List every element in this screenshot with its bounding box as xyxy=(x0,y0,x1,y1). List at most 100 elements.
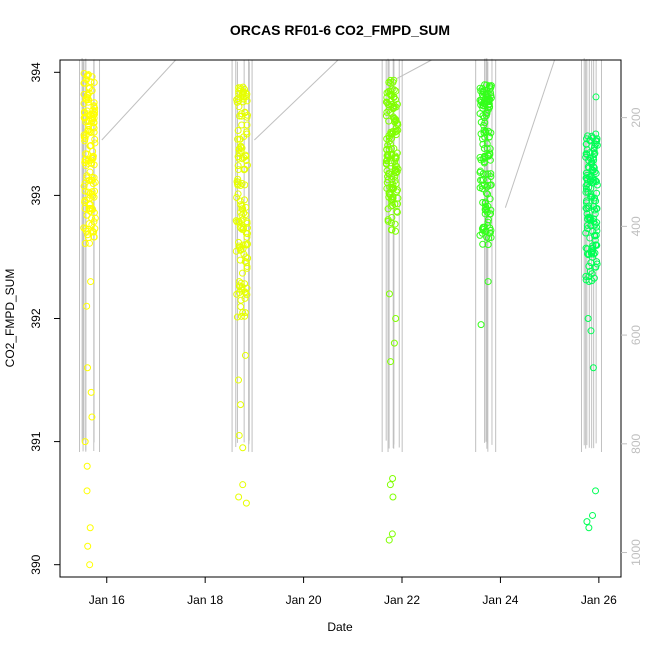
data-point xyxy=(83,462,91,470)
data-point xyxy=(388,213,396,221)
data-point xyxy=(387,130,395,138)
data-point xyxy=(593,260,601,268)
data-point xyxy=(484,181,492,189)
data-point xyxy=(383,146,391,154)
data-points xyxy=(80,70,601,569)
data-point xyxy=(243,113,251,121)
data-point xyxy=(388,100,396,108)
x-tick-label: Jan 22 xyxy=(384,593,420,607)
transit-line xyxy=(101,59,177,141)
data-point xyxy=(84,71,92,79)
y-tick-label: 394 xyxy=(29,62,43,82)
data-point xyxy=(482,128,490,136)
data-point xyxy=(387,76,395,84)
data-point xyxy=(584,315,592,322)
data-point xyxy=(241,211,249,219)
data-point xyxy=(234,162,242,170)
data-point xyxy=(383,184,391,192)
data-point xyxy=(81,179,89,187)
data-point xyxy=(85,125,93,133)
data-point xyxy=(242,499,250,507)
data-point xyxy=(391,118,399,126)
data-point xyxy=(86,524,94,532)
data-point xyxy=(481,100,489,108)
data-point xyxy=(480,126,488,134)
data-point xyxy=(382,157,390,165)
x-axis: Jan 16 Jan 18 Jan 20 Jan 22 Jan 24 Jan 26 xyxy=(89,577,617,607)
data-point xyxy=(480,114,488,122)
data-point xyxy=(83,72,91,80)
data-point xyxy=(479,223,487,231)
data-point xyxy=(235,145,243,153)
data-point xyxy=(235,431,243,439)
data-point xyxy=(385,290,393,298)
data-point xyxy=(477,176,485,184)
data-point xyxy=(233,313,241,321)
data-point xyxy=(386,79,394,87)
data-point xyxy=(88,73,96,81)
data-point xyxy=(240,165,248,173)
data-point xyxy=(393,208,401,216)
data-point xyxy=(584,188,592,196)
y-axis: 390 391 392 393 394 xyxy=(29,62,60,575)
data-point xyxy=(389,493,397,501)
data-point xyxy=(590,150,598,158)
data-point xyxy=(389,475,397,483)
data-point xyxy=(233,194,241,202)
data-point xyxy=(483,222,491,230)
data-point xyxy=(482,198,490,206)
data-point xyxy=(586,176,594,184)
data-point xyxy=(241,351,249,359)
data-point xyxy=(582,140,590,148)
data-point xyxy=(592,93,600,101)
data-point xyxy=(236,135,244,143)
data-point xyxy=(84,231,92,239)
data-point xyxy=(476,167,484,175)
data-point xyxy=(583,171,591,179)
data-point xyxy=(234,181,242,189)
data-point xyxy=(236,182,244,190)
data-point xyxy=(241,241,249,249)
data-point xyxy=(591,249,599,257)
data-point xyxy=(479,155,487,163)
data-point xyxy=(388,226,396,234)
data-point xyxy=(582,199,590,207)
data-point xyxy=(389,194,397,202)
data-point xyxy=(238,225,246,233)
data-point xyxy=(83,487,91,495)
data-point xyxy=(486,82,494,90)
data-point xyxy=(484,151,492,159)
data-point xyxy=(589,247,597,255)
data-point xyxy=(387,358,395,366)
data-point xyxy=(87,388,95,396)
y-tick-label: 393 xyxy=(29,185,43,205)
data-point xyxy=(392,315,400,322)
data-point xyxy=(394,200,402,208)
data-point xyxy=(82,156,90,164)
data-point xyxy=(392,169,400,177)
data-point xyxy=(234,135,242,143)
data-point xyxy=(86,561,94,569)
data-point xyxy=(234,166,242,174)
data-point xyxy=(484,127,492,135)
data-point xyxy=(82,118,90,126)
data-point xyxy=(391,177,399,185)
data-point xyxy=(592,487,600,495)
data-point xyxy=(237,201,245,209)
x-axis-label: Date xyxy=(327,620,353,634)
y-tick-label: 392 xyxy=(29,308,43,328)
right-axis-tick-label: 200 xyxy=(629,107,643,127)
x-tick-label: Jan 24 xyxy=(482,593,518,607)
plot-frame xyxy=(59,59,622,578)
data-point xyxy=(88,214,96,222)
data-point xyxy=(239,309,247,317)
data-point xyxy=(588,157,596,165)
data-point xyxy=(90,228,98,236)
data-point xyxy=(478,91,486,99)
data-point xyxy=(479,140,487,148)
data-point xyxy=(243,128,251,136)
data-point xyxy=(90,102,98,110)
data-point xyxy=(86,207,94,215)
data-point xyxy=(479,104,487,112)
transit-line xyxy=(254,59,339,141)
